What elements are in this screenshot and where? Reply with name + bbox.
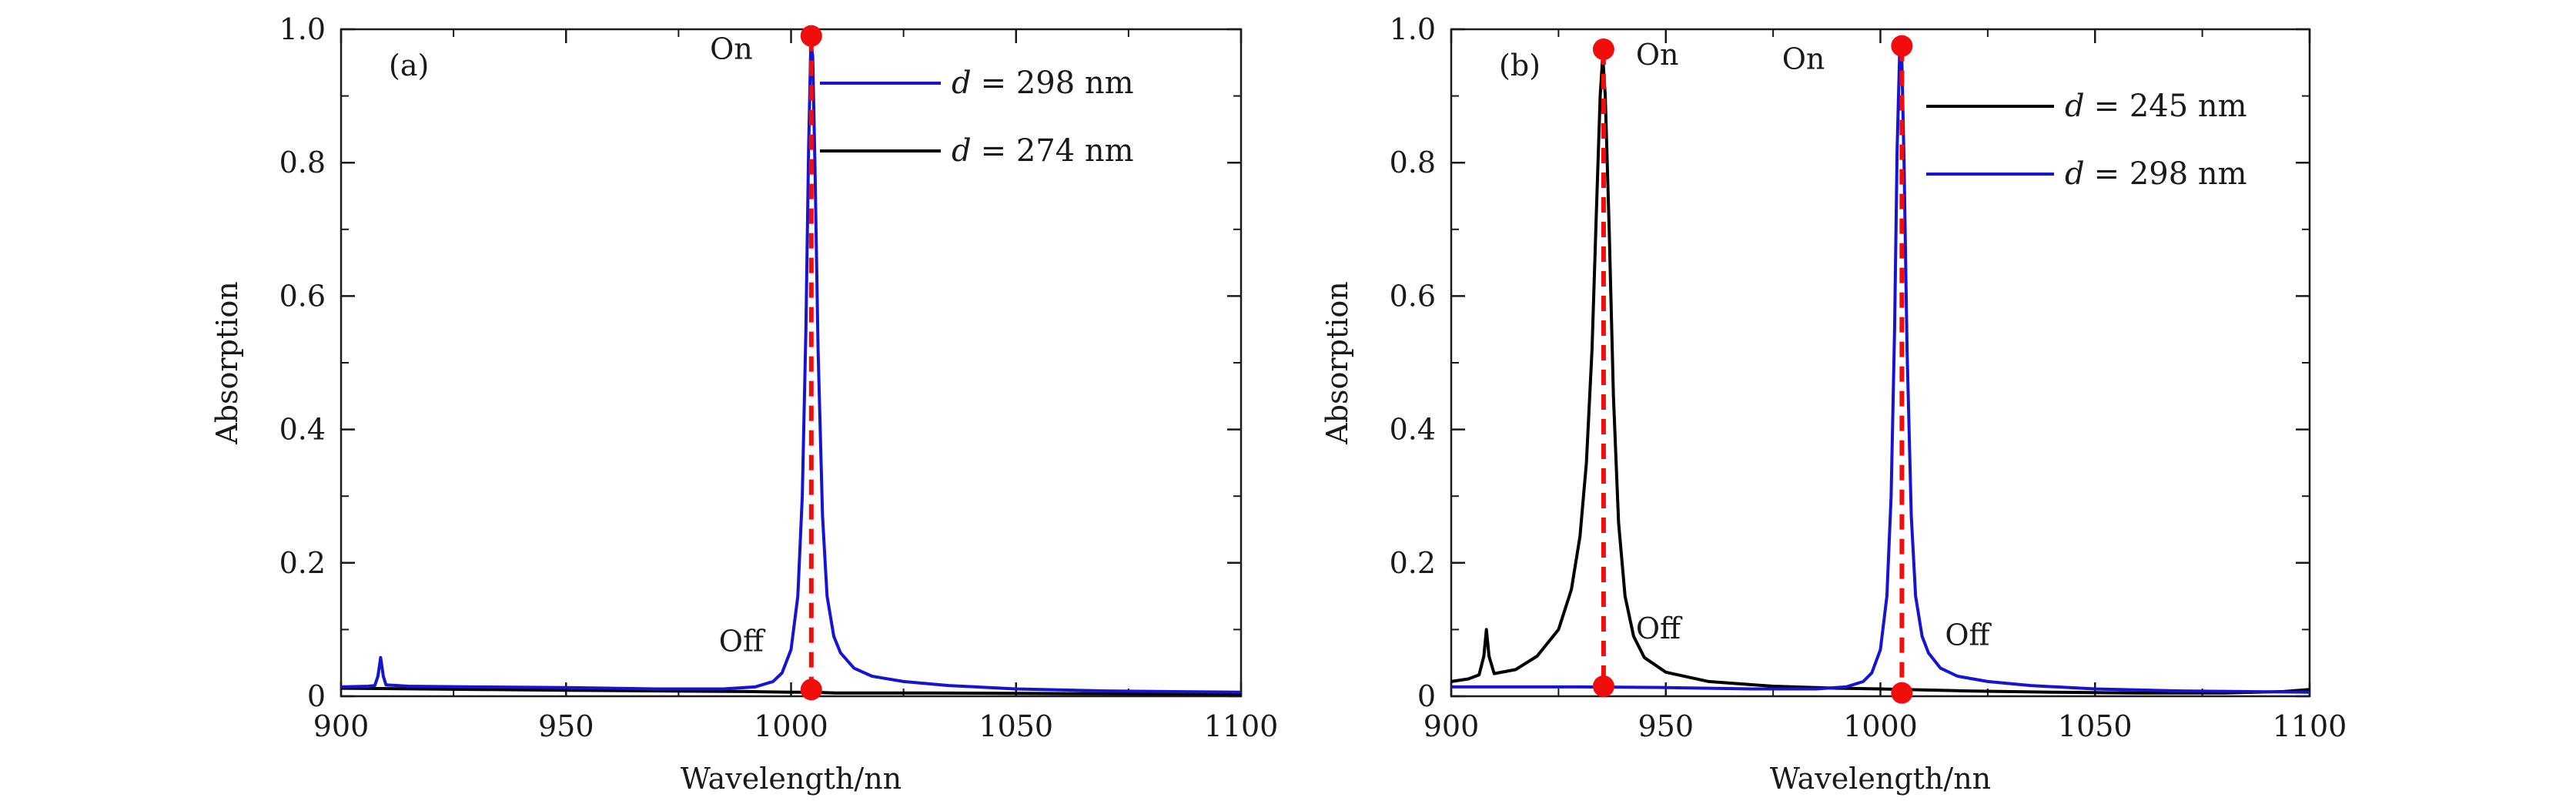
y-tick-label: 0.8	[1390, 146, 1436, 179]
y-tick-label: 0.6	[279, 279, 326, 313]
plot-frame	[340, 28, 1243, 698]
legend-label: d = 298 nm	[2065, 156, 2247, 192]
on-point-marker	[800, 25, 822, 47]
on-label: On	[710, 32, 753, 66]
on-label: On	[1782, 42, 1825, 76]
y-tick-label: 0.4	[279, 413, 326, 447]
legend-entry: d = 274 nm	[820, 133, 1134, 169]
legend-entry: d = 298 nm	[1926, 156, 2247, 192]
y-tick-label: 1.0	[1390, 12, 1436, 46]
x-axis-label: Wavelength/nn	[1770, 762, 1991, 796]
y-tick-label: 0.4	[1390, 413, 1436, 447]
legend-var: d	[2065, 89, 2085, 124]
y-axis-label: Absorption	[210, 281, 244, 444]
on-point-marker	[1592, 38, 1614, 60]
legend-var: d	[952, 65, 972, 101]
y-tick-label: 0	[307, 679, 326, 713]
chart-panel-1: 900 950 1000 1050 1100 0 0.2 0.4 0.6 0.8 1.0 Wavele…	[210, 12, 1278, 796]
y-tick-label: 0.2	[279, 546, 326, 580]
panel-label: (a)	[389, 49, 429, 82]
off-label: Off	[1636, 612, 1683, 645]
legend-var: d	[2065, 156, 2085, 192]
x-tick-label: 950	[538, 709, 594, 743]
y-tick-label: 0.2	[1390, 546, 1436, 580]
legend-value: = 298 nm	[981, 65, 1134, 101]
plot-frame	[1450, 28, 2311, 698]
x-tick-label: 950	[1638, 709, 1694, 743]
off-point-marker	[1592, 675, 1614, 698]
series-line-2	[1451, 48, 2310, 694]
legend-label: d = 298 nm	[952, 65, 1134, 101]
off-point-marker	[800, 679, 822, 701]
series-line-2	[340, 41, 1242, 694]
legend-value: = 245 nm	[2094, 89, 2247, 124]
y-tick-label: 0	[1417, 679, 1436, 713]
x-axis-label: Wavelength/nn	[681, 762, 902, 796]
y-tick-label: 0.8	[279, 146, 326, 179]
off-point-marker	[1891, 682, 1913, 704]
on-label: On	[1636, 38, 1679, 72]
x-tick-label: 900	[313, 709, 370, 743]
x-tick-label: 1000	[1843, 709, 1918, 743]
x-tick-label: 1050	[2058, 709, 2133, 743]
off-label: Off	[719, 624, 766, 658]
off-label: Off	[1945, 618, 1992, 652]
x-tick-label: 1100	[2273, 709, 2347, 743]
legend-entry: d = 245 nm	[1926, 89, 2247, 124]
chart-panel-2: 900 950 1000 1050 1100 0 0.2 0.4 0.6 0.8 1.0 Wavele…	[1320, 12, 2347, 796]
y-axis-label: Absorption	[1320, 281, 1354, 444]
legend-label: d = 274 nm	[952, 133, 1134, 169]
series-line-1	[1450, 54, 2310, 695]
y-tick-label: 1.0	[279, 12, 326, 46]
legend-value: = 298 nm	[2094, 156, 2247, 192]
panel-label: (b)	[1499, 49, 1541, 82]
x-tick-label: 1000	[754, 709, 828, 743]
legend-value: = 274 nm	[981, 133, 1134, 169]
x-tick-label: 1050	[979, 709, 1053, 743]
legend-label: d = 245 nm	[2065, 89, 2247, 124]
legend-entry: d = 298 nm	[820, 65, 1134, 101]
y-tick-label: 0.6	[1390, 279, 1436, 313]
x-tick-label: 900	[1423, 709, 1480, 743]
x-tick-label: 1100	[1204, 709, 1279, 743]
legend-var: d	[952, 133, 972, 169]
on-point-marker	[1891, 35, 1913, 57]
